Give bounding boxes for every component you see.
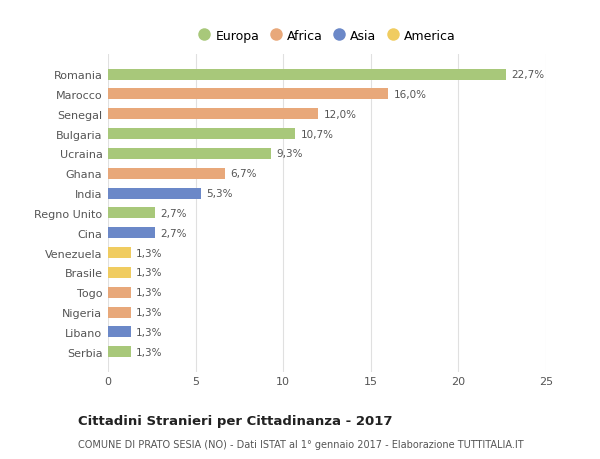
Bar <box>108 347 131 358</box>
Bar <box>108 327 131 338</box>
Legend: Europa, Africa, Asia, America: Europa, Africa, Asia, America <box>194 27 460 47</box>
Bar <box>108 69 506 80</box>
Bar <box>108 89 388 100</box>
Bar <box>108 149 271 160</box>
Text: 10,7%: 10,7% <box>301 129 334 139</box>
Bar <box>108 228 155 239</box>
Bar <box>108 109 318 120</box>
Text: 12,0%: 12,0% <box>323 110 356 119</box>
Bar <box>108 247 131 258</box>
Text: 1,3%: 1,3% <box>136 248 163 258</box>
Text: 5,3%: 5,3% <box>206 189 233 199</box>
Text: 16,0%: 16,0% <box>394 90 427 100</box>
Text: 6,7%: 6,7% <box>230 169 257 179</box>
Bar <box>108 287 131 298</box>
Bar <box>108 267 131 278</box>
Bar <box>108 307 131 318</box>
Text: 1,3%: 1,3% <box>136 347 163 357</box>
Text: 2,7%: 2,7% <box>161 208 187 218</box>
Text: 9,3%: 9,3% <box>276 149 302 159</box>
Bar <box>108 168 226 179</box>
Bar <box>108 188 201 199</box>
Bar <box>108 208 155 219</box>
Text: 1,3%: 1,3% <box>136 327 163 337</box>
Bar <box>108 129 295 140</box>
Text: 2,7%: 2,7% <box>161 228 187 238</box>
Text: 22,7%: 22,7% <box>511 70 544 80</box>
Text: 1,3%: 1,3% <box>136 268 163 278</box>
Text: 1,3%: 1,3% <box>136 288 163 297</box>
Text: 1,3%: 1,3% <box>136 308 163 317</box>
Text: Cittadini Stranieri per Cittadinanza - 2017: Cittadini Stranieri per Cittadinanza - 2… <box>78 414 392 428</box>
Text: COMUNE DI PRATO SESIA (NO) - Dati ISTAT al 1° gennaio 2017 - Elaborazione TUTTIT: COMUNE DI PRATO SESIA (NO) - Dati ISTAT … <box>78 440 524 449</box>
